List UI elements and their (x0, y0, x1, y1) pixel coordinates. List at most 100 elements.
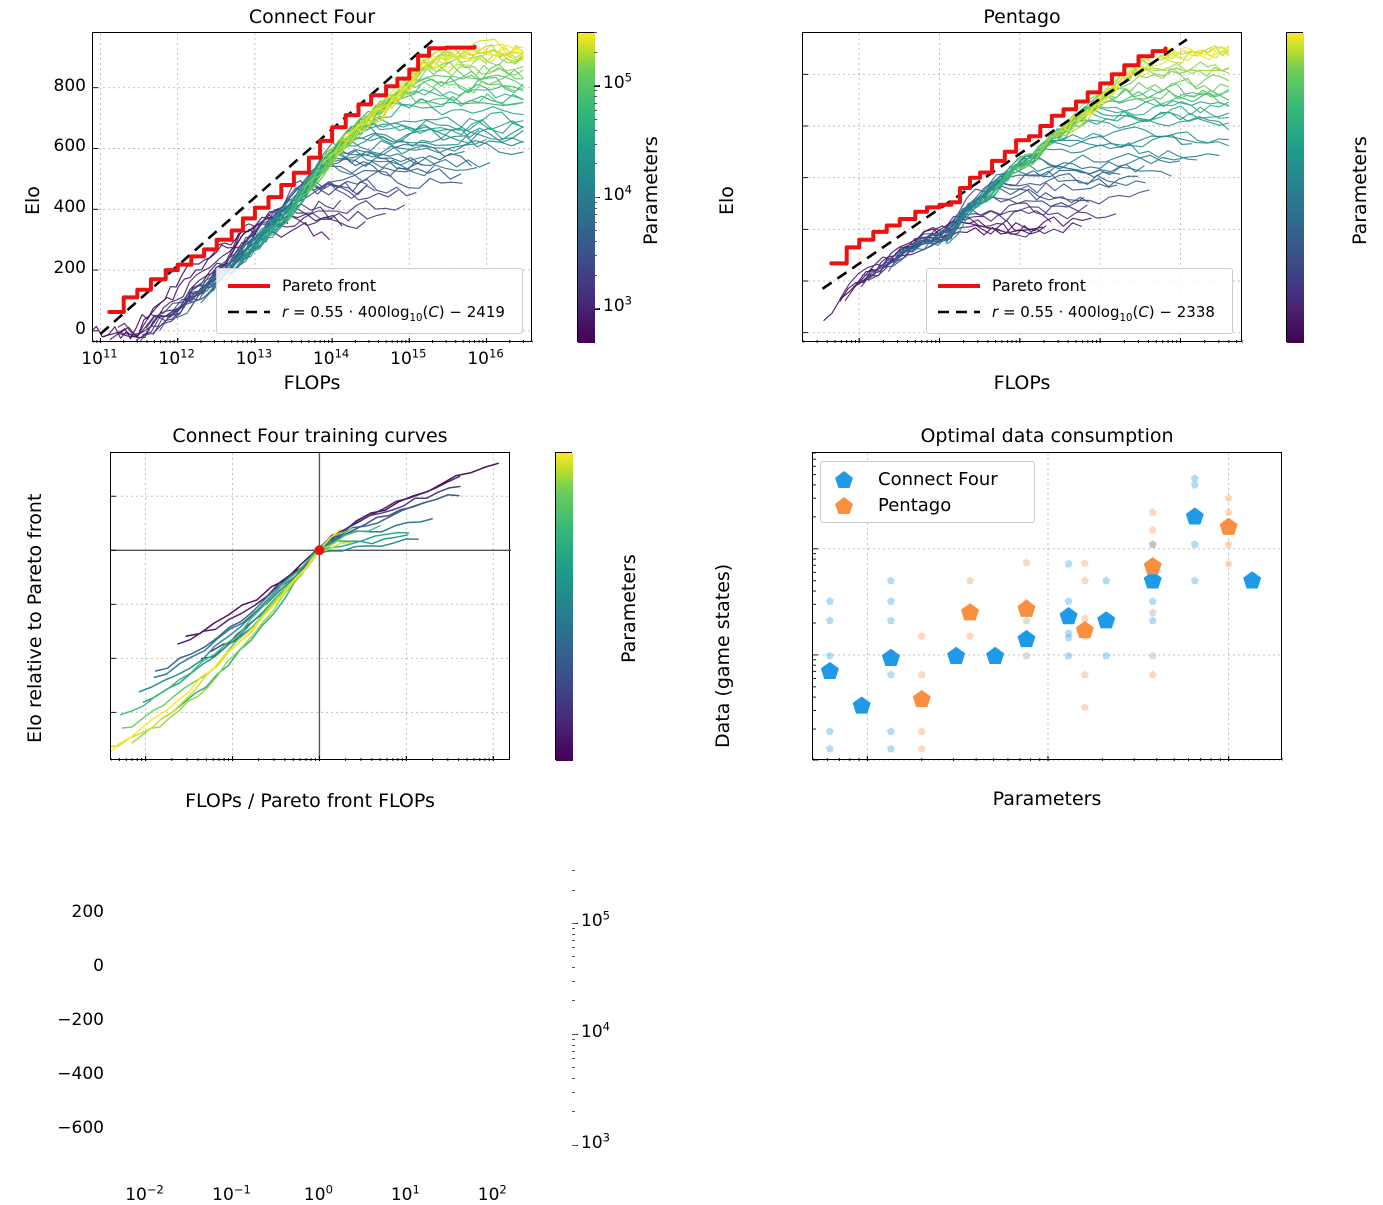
y-tick-label: 400 (53, 197, 86, 218)
colorbar-minor-tick (594, 241, 597, 243)
legend-label-connect-four: Connect Four (878, 468, 998, 490)
y-tick-label: −200 (57, 1010, 104, 1031)
colorbar-minor-tick (572, 940, 575, 942)
colorbar-minor-tick (572, 870, 575, 871)
y-tick-label: 0 (75, 318, 86, 339)
colorbar-minor-tick (572, 1077, 575, 1079)
panel-title-optimal-data: Optimal data consumption (920, 425, 1174, 447)
colorbar-minor-tick (572, 1067, 575, 1069)
x-tick-label: 1013 (235, 346, 273, 369)
y-tick-label: 800 (53, 75, 86, 96)
colorbar-minor-tick (594, 129, 597, 131)
x-tick-label: 1012 (158, 346, 195, 369)
colorbar-tick-label: 105 (603, 70, 632, 94)
colorbar-minor-tick (572, 922, 577, 924)
legend-label-fit-pt: r = 0.55 · 400log10(C) − 2338 (992, 303, 1215, 324)
colorbar-minor-tick (594, 109, 597, 111)
colorbar-minor-tick (572, 980, 575, 982)
x-tick-label: 102 (477, 1182, 507, 1205)
colorbar-minor-tick (594, 214, 597, 216)
panel-pentago-scaling: Pentago Elo FLOPs 1012101310141015101602… (692, 0, 1383, 418)
colorbar-tick-label: 105 (581, 908, 610, 931)
colorbar-minor-tick (594, 308, 599, 310)
colorbar-connect-four (577, 32, 595, 343)
colorbar-minor-tick (572, 1058, 575, 1060)
axes-training-curves (110, 452, 511, 761)
y-axis-label-optimal-data: Data (game states) (712, 563, 734, 748)
x-axis-label-optimal-data: Parameters (992, 788, 1102, 810)
colorbar-minor-tick (572, 1111, 575, 1113)
colorbar-minor-tick (572, 927, 575, 929)
pareto-line-swatch (228, 283, 270, 288)
colorbar-minor-tick (594, 163, 597, 165)
y-tick-label: −400 (57, 1064, 104, 1085)
y-axis-label-pentago: Elo (716, 186, 738, 215)
legend-row-pareto-cf: Pareto front (226, 276, 376, 295)
fit-intercept-cf: 2419 (466, 303, 505, 321)
colorbar-minor-tick (594, 85, 599, 87)
x-tick-label: 1011 (81, 346, 118, 369)
x-tick-label: 10−1 (212, 1182, 251, 1205)
x-axis-label-connect-four: FLOPs (283, 372, 341, 394)
legend-connect-four (216, 268, 523, 334)
y-tick-label: 600 (53, 136, 86, 157)
colorbar-minor-tick (572, 956, 575, 958)
colorbar-minor-tick (594, 221, 597, 223)
x-tick-label: 1016 (467, 346, 504, 369)
fit-line-swatch-pentago (938, 310, 980, 314)
colorbar-minor-tick (572, 1000, 575, 1002)
colorbar-pentago (1286, 32, 1304, 343)
y-tick-label: −600 (57, 1118, 104, 1139)
x-tick-label: 1015 (390, 346, 427, 369)
colorbar-minor-tick (594, 201, 597, 203)
panel-optimal-data: Optimal data consumption Data (game stat… (692, 418, 1383, 835)
colorbar-minor-tick (594, 32, 597, 33)
x-tick-label: 101 (390, 1182, 420, 1205)
legend-row-connect-four: Connect Four (832, 468, 998, 490)
colorbar-minor-tick (594, 274, 597, 276)
y-tick-label: 200 (53, 258, 86, 279)
colorbar-training-curves (555, 452, 573, 761)
x-axis-label-pentago: FLOPs (993, 372, 1051, 394)
x-tick-label: 10−2 (125, 1182, 164, 1205)
colorbar-minor-tick (572, 1091, 575, 1093)
colorbar-minor-tick (572, 1144, 577, 1146)
legend-optimal-data (820, 461, 1035, 523)
colorbar-tick-label: 103 (603, 293, 632, 317)
colorbar-label-connect-four: Parameters (640, 136, 662, 245)
colorbar-minor-tick (594, 230, 597, 232)
colorbar-minor-tick (594, 96, 597, 98)
colorbar-minor-tick (594, 196, 599, 198)
colorbar-minor-tick (572, 1038, 575, 1040)
colorbar-label-training-curves: Parameters (618, 554, 640, 663)
y-tick-label: 0 (93, 956, 104, 977)
y-tick-label: 200 (71, 902, 104, 923)
panel-title-connect-four: Connect Four (248, 6, 376, 28)
colorbar-minor-tick (572, 933, 575, 935)
colorbar-label-pentago: Parameters (1349, 136, 1371, 245)
colorbar-tick-label: 104 (581, 1019, 610, 1042)
x-tick-label: 100 (303, 1182, 333, 1205)
colorbar-tick-label: 103 (581, 1129, 610, 1153)
colorbar-minor-tick (572, 1050, 575, 1052)
x-axis-label-training-curves: FLOPs / Pareto front FLOPs (185, 790, 435, 812)
colorbar-minor-tick (572, 889, 575, 891)
colorbar-minor-tick (594, 143, 597, 145)
fit-intercept-pt: 2338 (1176, 303, 1215, 321)
legend-row-pareto-pt: Pareto front (936, 276, 1086, 295)
x-tick-label: 1014 (312, 346, 350, 369)
colorbar-tick-label: 104 (603, 182, 632, 205)
legend-label-pareto-pt: Pareto front (992, 276, 1087, 295)
colorbar-minor-tick (572, 947, 575, 949)
colorbar-minor-tick (572, 967, 575, 968)
fit-line-swatch (228, 310, 270, 314)
pentagon-marker-connect-four-icon (835, 471, 853, 488)
colorbar-minor-tick (594, 51, 597, 53)
legend-row-fit-cf: r = 0.55 · 400log10(C) − 2419 (226, 303, 505, 324)
panel-title-training-curves: Connect Four training curves (172, 425, 448, 447)
legend-label-pentago: Pentago (878, 494, 952, 516)
legend-pentago (926, 268, 1233, 334)
colorbar-minor-tick (594, 255, 597, 257)
panel-connect-four-scaling: Connect Four Elo FLOPs 1011 1012 1013 1014 1… (0, 0, 690, 418)
